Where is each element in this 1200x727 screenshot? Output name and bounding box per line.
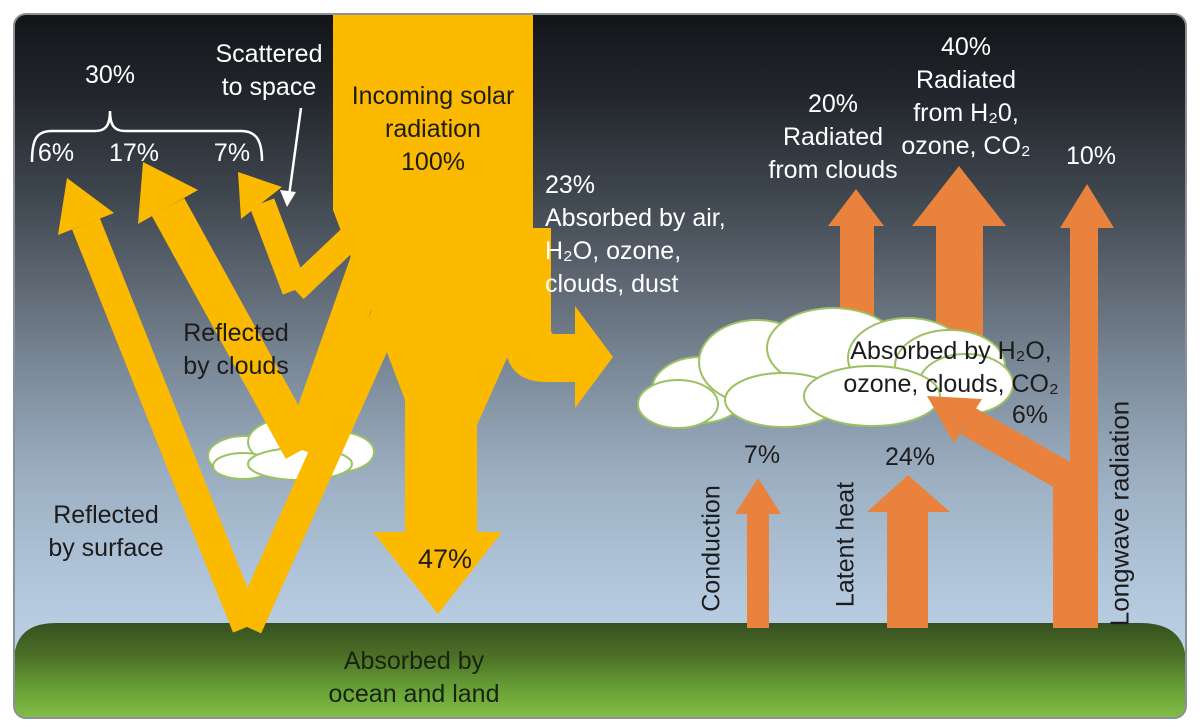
scattered-to-space-label: Scattered to space [215, 40, 323, 101]
cloud-radiation-arrows [828, 166, 1006, 354]
window-10pct-shaft [1070, 226, 1098, 480]
latent-heat-label: Latent heat [831, 481, 860, 608]
longwave-band [1053, 468, 1098, 628]
annotations [30, 107, 303, 207]
conduction-pct-label: 7% [743, 441, 781, 469]
absorbed-atmosphere-pct-label: 6% [1011, 401, 1048, 429]
conduction-label: Conduction [697, 485, 726, 612]
incoming-solar-arrow [333, 14, 533, 614]
arrowhead-6pct [58, 178, 114, 235]
radiated-from-clouds-label: 20% Radiated from clouds [768, 90, 898, 184]
window-pct-label: 10% [1065, 142, 1117, 170]
reflected-clouds-pct-label: 17% [108, 139, 160, 167]
latent-heat-pct-label: 24% [884, 443, 936, 471]
radiated-atmos-head [912, 166, 1006, 226]
ground-surface [14, 623, 1186, 718]
radiated-clouds-head [828, 189, 884, 226]
arrowhead-7pct [238, 172, 282, 219]
big-cloud [637, 307, 1014, 429]
latent-heat-head [867, 475, 950, 512]
arrowhead-17pct [138, 162, 198, 224]
radiated-from-atmosphere-label: 40% Radiated from H₂0, ozone, CO₂ [901, 33, 1031, 160]
absorbed-atmosphere-label: Absorbed by H₂O, ozone, clouds, CO₂ [843, 337, 1059, 398]
conduction-head [735, 478, 781, 514]
conduction-shaft [747, 508, 769, 628]
ray-to-surface [232, 278, 415, 634]
incoming-solar-label: Incoming solar radiation 100% [351, 82, 515, 176]
reflected-by-clouds-label: Reflected by clouds [183, 319, 289, 380]
reflected-surface-pct-label: 6% [37, 139, 75, 167]
brace-30pct [30, 110, 264, 163]
absorbed-surface-pct-label: 47% [417, 544, 473, 574]
ray-to-cloud [284, 245, 390, 457]
ray-reflected-cloud [151, 198, 319, 459]
ray-scattered [249, 198, 308, 295]
solar-reflection-rays [58, 162, 415, 634]
absorbed-6pct-shaft [960, 407, 1076, 492]
radiated-atmos-shaft [936, 224, 983, 342]
absorbed-ocean-land-label: Absorbed by ocean and land [328, 647, 500, 708]
absorbed-6pct-head [927, 396, 982, 443]
reflected-by-surface-label: Reflected by surface [48, 501, 164, 562]
scattered-pct-label: 7% [213, 139, 251, 167]
surface-heat-arrows [735, 475, 950, 628]
reflected-total-label: 30% [84, 61, 136, 89]
absorbed-by-air-label: 23% Absorbed by air, H₂O, ozone, clouds,… [545, 171, 726, 298]
scattered-pointer-line [287, 107, 303, 197]
window-10pct-head [1060, 184, 1114, 228]
longwave-radiation-arrows [927, 184, 1114, 628]
ray-reflected-surface [72, 218, 261, 633]
latent-heat-shaft [887, 506, 928, 628]
longwave-radiation-label: Longwave radiation [1104, 400, 1135, 627]
diagram-frame [13, 13, 1187, 719]
scattered-pointer-head [280, 190, 296, 207]
